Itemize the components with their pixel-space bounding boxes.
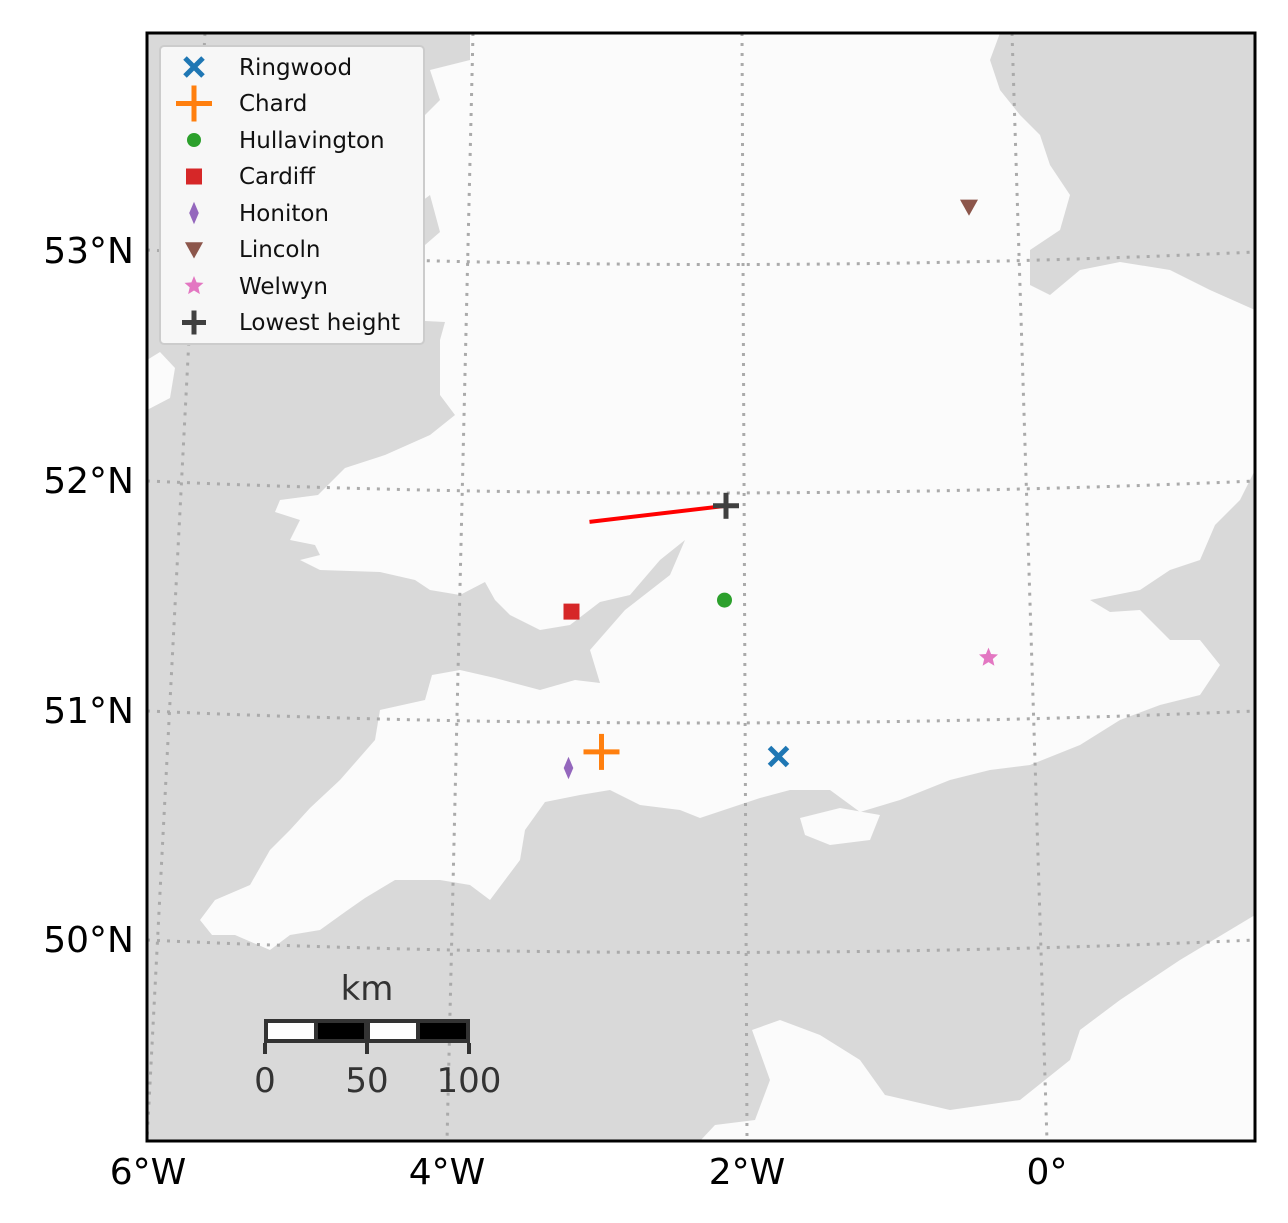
lat-label-52: 52°N — [43, 461, 134, 502]
map-frame — [145, 31, 1257, 1143]
marker-lincoln — [960, 199, 978, 216]
legend-markers — [176, 56, 212, 335]
lon-label-2w: 2°W — [709, 1152, 786, 1193]
lat-label-51: 51°N — [43, 691, 134, 732]
scale-bar-segment-2 — [318, 1023, 364, 1039]
lon-label-6w: 6°W — [110, 1152, 187, 1193]
lon-label-4w: 4°W — [409, 1152, 486, 1193]
legend-marker-cardiff — [186, 168, 202, 185]
legend: Ringwood Chard Hullavington Cardiff Honi… — [159, 45, 425, 345]
scale-label-0: 0 — [254, 1061, 276, 1101]
scale-bar: km 0 50 100 — [254, 969, 501, 1101]
legend-label-lincoln: Lincoln — [239, 237, 320, 263]
legend-marker-lowest-height — [182, 310, 206, 335]
land-france — [700, 915, 1255, 1141]
marker-ringwood — [767, 745, 790, 768]
legend-marker-chard — [176, 85, 212, 122]
scale-bar-segment-3 — [370, 1023, 416, 1039]
legend-marker-hullavington — [187, 133, 201, 147]
lat-label-53: 53°N — [43, 231, 134, 272]
scale-label-100: 100 — [437, 1061, 502, 1101]
scale-bar-segment-1 — [268, 1023, 314, 1039]
marker-hullavington — [717, 592, 732, 608]
flight-track-line — [589, 503, 727, 524]
marker-cardiff — [563, 603, 580, 620]
point-markers — [563, 199, 998, 780]
marker-honiton — [563, 756, 574, 780]
legend-label-lowest-height: Lowest height — [239, 310, 400, 336]
legend-label-welwyn: Welwyn — [239, 274, 328, 300]
scale-label-50: 50 — [345, 1061, 388, 1101]
scale-bar-unit: km — [341, 969, 394, 1009]
land-isle-of-wight — [800, 808, 880, 845]
legend-box — [159, 45, 425, 345]
legend-marker-honiton — [189, 201, 199, 225]
legend-label-chard: Chard — [239, 91, 307, 117]
legend-marker-ringwood — [183, 56, 205, 78]
lon-label-0: 0° — [1027, 1152, 1068, 1193]
scale-bar-segment-4 — [420, 1023, 466, 1039]
marker-welwyn — [979, 647, 998, 666]
legend-label-cardiff: Cardiff — [239, 164, 316, 190]
legend-label-hullavington: Hullavington — [239, 128, 385, 154]
land-ireland — [147, 352, 175, 410]
marker-lowest-height — [713, 492, 739, 519]
legend-label-honiton: Honiton — [239, 201, 329, 227]
legend-label-ringwood: Ringwood — [239, 55, 352, 81]
legend-marker-welwyn — [184, 276, 204, 295]
lat-label-50: 50°N — [43, 920, 134, 961]
marker-chard — [583, 733, 620, 770]
legend-marker-lincoln — [185, 242, 203, 259]
